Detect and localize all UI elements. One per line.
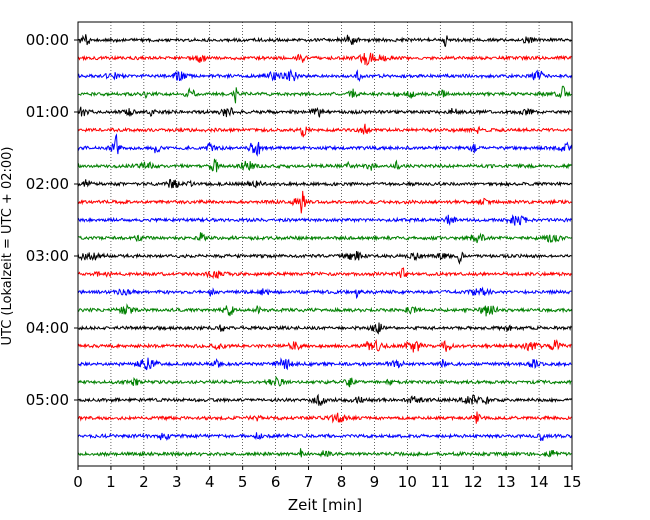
trace-00:00 [77,34,572,48]
seismogram-traces [77,34,572,458]
x-tick-label-9: 9 [370,473,380,491]
x-tick-label-8: 8 [337,473,347,491]
y-axis-label: UTC (Lokalzeit = UTC + 02:00) [0,147,15,346]
y-tick-label-00:00: 00:00 [26,31,69,49]
x-tick-label-10: 10 [398,473,417,491]
trace-01:30 [77,133,572,157]
trace-04:45 [77,375,572,388]
x-tick-label-14: 14 [530,473,549,491]
trace-04:15 [77,339,572,353]
x-axis-label: Zeit [min] [288,496,362,514]
y-tick-label-05:00: 05:00 [26,391,69,409]
y-tick-label-04:00: 04:00 [26,319,69,337]
trace-01:00 [77,106,572,118]
trace-03:00 [77,250,572,265]
trace-05:00 [77,393,572,406]
trace-01:45 [77,158,572,173]
x-tick-label-3: 3 [172,473,182,491]
trace-05:30 [77,432,572,442]
trace-00:30 [77,68,572,82]
x-tick-label-12: 12 [464,473,483,491]
x-tick-label-11: 11 [431,473,450,491]
trace-02:15 [77,190,572,214]
y-axis-ticks: 00:00 01:00 02:00 03:00 04:00 05:00 [26,31,78,409]
trace-03:15 [77,267,572,280]
trace-01:15 [77,123,572,138]
x-tick-label-13: 13 [497,473,516,491]
trace-04:00 [77,322,572,335]
x-tick-label-1: 1 [106,473,116,491]
trace-02:00 [77,178,572,189]
y-tick-label-03:00: 03:00 [26,247,69,265]
trace-05:15 [77,411,572,424]
x-tick-label-0: 0 [73,473,83,491]
trace-02:45 [77,232,572,244]
x-tick-label-5: 5 [238,473,248,491]
plot-frame [77,21,573,467]
trace-03:30 [77,286,572,300]
x-tick-label-15: 15 [562,473,581,491]
y-tick-label-01:00: 01:00 [26,103,69,121]
y-tick-label-02:00: 02:00 [26,175,69,193]
x-tick-label-2: 2 [139,473,149,491]
trace-02:30 [77,214,572,227]
grid-lines [110,22,540,466]
trace-00:15 [77,52,572,67]
trace-00:45 [77,85,572,104]
trace-04:30 [77,357,572,371]
trace-05:45 [77,448,572,458]
x-tick-label-6: 6 [271,473,281,491]
x-axis-ticks: 0 1 2 3 4 5 6 7 8 9 10 11 12 13 14 15 [73,466,582,491]
x-tick-label-4: 4 [205,473,215,491]
trace-03:45 [77,303,572,317]
x-tick-label-7: 7 [304,473,314,491]
